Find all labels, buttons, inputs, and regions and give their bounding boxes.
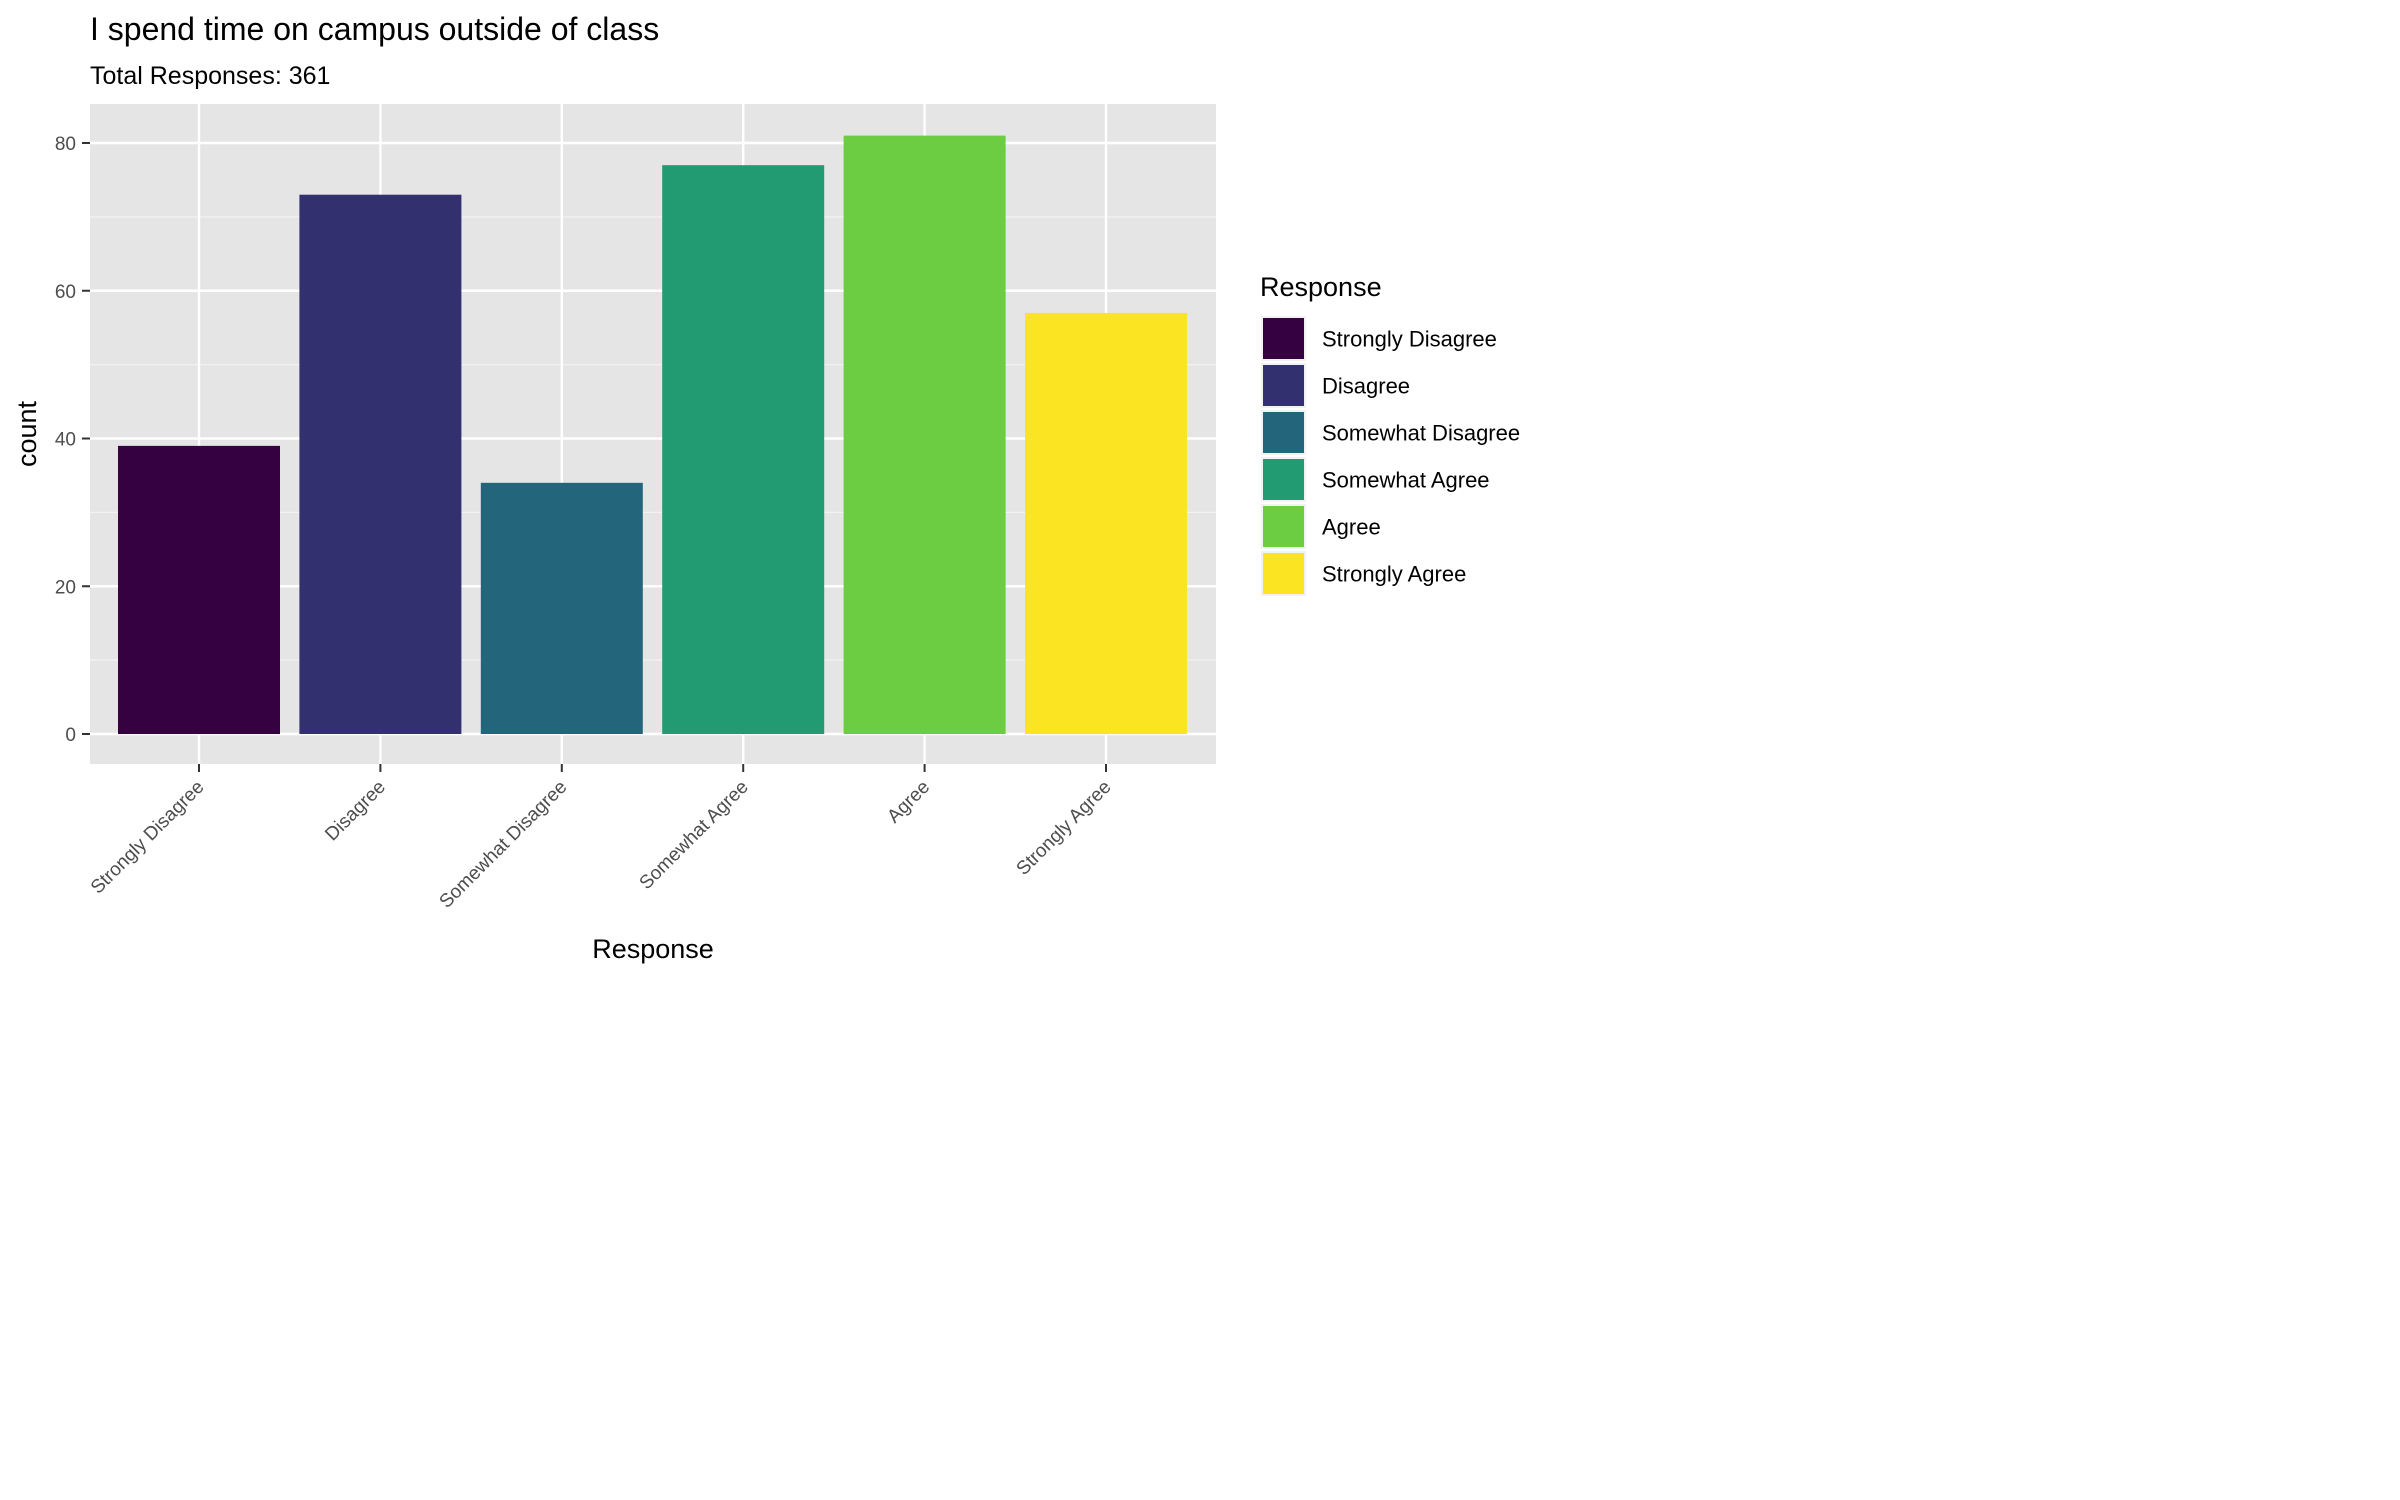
legend-swatch — [1263, 506, 1304, 547]
y-tick-label: 60 — [55, 282, 76, 303]
x-tick-label: Somewhat Agree — [636, 777, 753, 894]
bar — [662, 165, 825, 735]
y-tick-label: 0 — [65, 725, 76, 746]
bar — [299, 194, 462, 734]
bar-chart: I spend time on campus outside of class … — [12, 11, 1520, 964]
legend-swatch — [1263, 553, 1304, 594]
x-tick-label: Strongly Disagree — [87, 777, 209, 899]
legend-label: Disagree — [1322, 374, 1410, 399]
legend-label: Somewhat Disagree — [1322, 421, 1520, 446]
legend-label: Strongly Agree — [1322, 562, 1466, 587]
legend-swatch — [1263, 459, 1304, 500]
x-tick-label: Agree — [883, 777, 934, 828]
bar — [843, 135, 1006, 735]
legend-label: Agree — [1322, 515, 1381, 540]
bar — [1025, 312, 1187, 734]
y-axis-title: count — [12, 400, 42, 467]
legend-label: Somewhat Agree — [1322, 468, 1490, 493]
y-axis: 0 20 40 60 80 — [55, 134, 90, 746]
bar — [480, 482, 643, 734]
bar — [118, 445, 280, 734]
legend-swatch — [1263, 318, 1304, 359]
legend-title: Response — [1260, 272, 1382, 302]
y-tick-label: 40 — [55, 430, 76, 451]
x-tick-label: Somewhat Disagree — [436, 777, 572, 913]
x-axis: Strongly Disagree Disagree Somewhat Disagr… — [87, 764, 1116, 913]
legend: Strongly Disagree Disagree Somewhat Disagr… — [1261, 316, 1520, 596]
legend-swatch — [1263, 412, 1304, 453]
legend-label: Strongly Disagree — [1322, 327, 1497, 352]
x-tick-label: Strongly Agree — [1013, 777, 1116, 880]
y-tick-label: 80 — [55, 134, 76, 155]
x-tick-label: Disagree — [321, 777, 390, 846]
bar-series — [118, 135, 1187, 735]
chart-title: I spend time on campus outside of class — [90, 11, 659, 47]
x-axis-title: Response — [592, 934, 714, 964]
y-tick-label: 20 — [55, 577, 76, 598]
legend-swatch — [1263, 365, 1304, 406]
chart-subtitle: Total Responses: 361 — [90, 62, 330, 90]
